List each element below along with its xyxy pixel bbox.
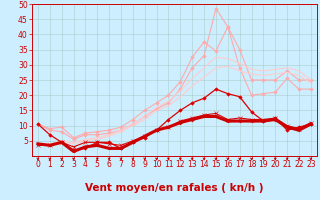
X-axis label: Vent moyen/en rafales ( kn/h ): Vent moyen/en rafales ( kn/h ) xyxy=(85,183,264,193)
